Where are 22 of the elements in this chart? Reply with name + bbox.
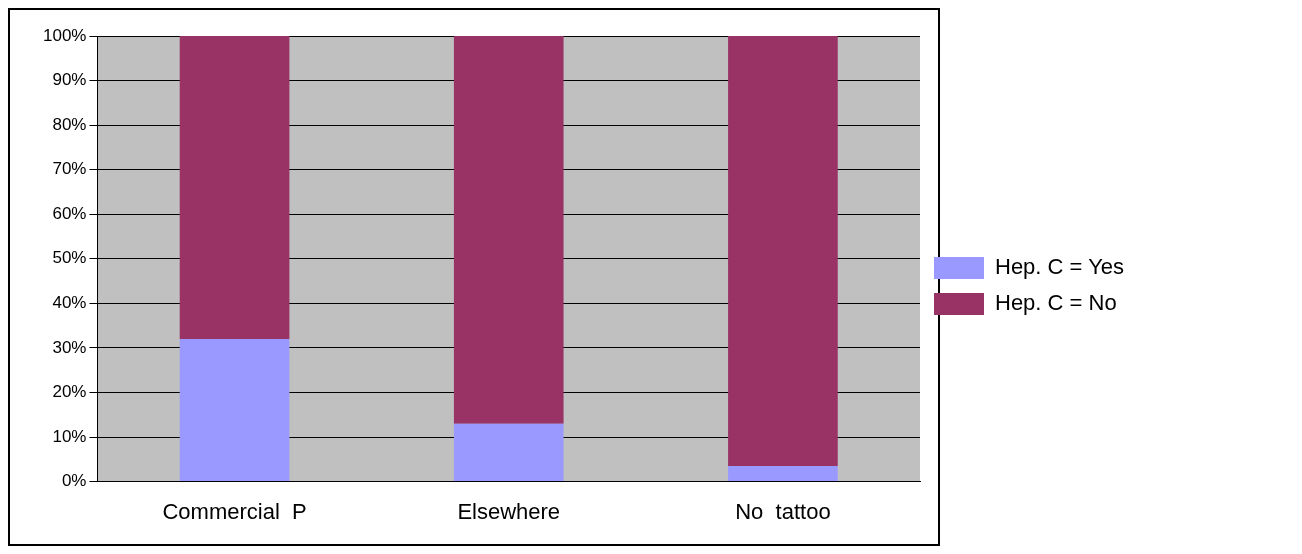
y-tick-label: 50%: [52, 248, 87, 268]
y-tick-label: 30%: [52, 337, 87, 357]
y-tick-label: 80%: [52, 114, 87, 134]
x-tick-label: Elsewhere: [457, 498, 561, 524]
y-tick-label: 90%: [52, 70, 87, 90]
bar: [179, 339, 290, 482]
y-tick-label: 70%: [52, 159, 87, 179]
y-tick-label: 0%: [61, 471, 87, 491]
bar: [728, 36, 838, 466]
bar: [453, 36, 564, 424]
y-tick-label: 20%: [52, 382, 87, 402]
bar: [453, 423, 564, 482]
x-tick-label: No tattoo: [735, 498, 831, 524]
legend-label: Hep. C = No: [995, 290, 1117, 316]
y-tick-label: 60%: [52, 203, 87, 223]
y-tick-label: 10%: [52, 426, 87, 446]
y-tick-label: 100%: [43, 25, 87, 45]
y-tick-label: 40%: [52, 293, 87, 313]
bar: [179, 36, 290, 340]
x-tick-label: Commercial P: [162, 498, 307, 524]
legend-label: Hep. C = Yes: [995, 254, 1125, 280]
bar: [728, 466, 838, 482]
